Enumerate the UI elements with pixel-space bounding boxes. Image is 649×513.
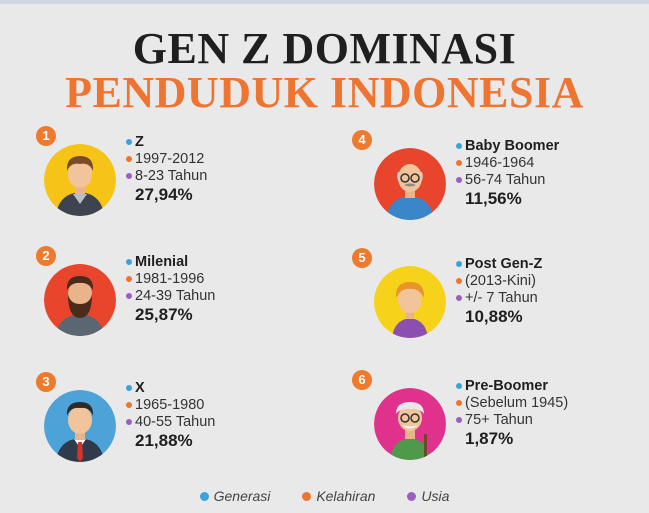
- kelahiran-dot: [456, 160, 462, 166]
- generation-name: Baby Boomer: [465, 138, 560, 154]
- generation-name: Z: [135, 134, 144, 150]
- age-range: 40-55 Tahun: [135, 414, 216, 430]
- legend-dot-usia: [407, 492, 417, 501]
- top-border: [0, 0, 649, 4]
- generation-name: X: [135, 380, 145, 396]
- usia-dot: [126, 173, 132, 179]
- age-range: 8-23 Tahun: [135, 168, 208, 184]
- age-range: +/- 7 Tahun: [465, 290, 538, 306]
- young-man-avatar-icon: [44, 144, 116, 216]
- legend-label-generasi: Generasi: [213, 488, 271, 504]
- legend-label-usia: Usia: [421, 488, 450, 504]
- generasi-dot: [126, 385, 132, 391]
- legend-item-generasi: Generasi: [199, 488, 271, 504]
- rank-badge: 6: [352, 370, 372, 390]
- rank-badge: 1: [36, 126, 56, 146]
- rank-badge: 4: [352, 130, 372, 150]
- usia-dot: [456, 177, 462, 183]
- birth-years: 1946-1964: [465, 155, 535, 171]
- generation-name: Pre-Boomer: [465, 378, 548, 394]
- kelahiran-dot: [126, 156, 132, 162]
- birth-years: 1997-2012: [135, 151, 205, 167]
- generasi-dot: [126, 139, 132, 145]
- kelahiran-dot: [126, 276, 132, 282]
- usia-dot: [456, 295, 462, 301]
- birth-years: (2013-Kini): [465, 273, 536, 289]
- generation-card-milenial: 2 Milenial 1981-1996 24-39 Tahun 25,87%: [36, 246, 296, 346]
- kelahiran-dot: [456, 400, 462, 406]
- legend-item-usia: Usia: [407, 488, 449, 504]
- age-range: 56-74 Tahun: [465, 172, 546, 188]
- generation-card-baby-boomer: 4 Baby Boomer 1946-1964 56-74 Tahun 11,5…: [352, 130, 612, 230]
- legend: Generasi Kelahiran Usia: [0, 488, 649, 504]
- kelahiran-dot: [456, 278, 462, 284]
- generation-card-pre-boomer: 6 Pre-Boomer (Sebelum 1945) 75+ Tahun 1,…: [352, 370, 612, 470]
- generasi-dot: [126, 259, 132, 265]
- legend-label-kelahiran: Kelahiran: [316, 488, 376, 504]
- legend-dot-kelahiran: [302, 492, 312, 501]
- generation-name: Milenial: [135, 254, 189, 270]
- usia-dot: [126, 293, 132, 299]
- businessman-avatar-icon: [44, 390, 116, 462]
- generasi-dot: [456, 261, 462, 267]
- birth-years: (Sebelum 1945): [465, 395, 569, 411]
- title-line-1: GEN Z DOMINASI: [132, 24, 517, 73]
- legend-item-kelahiran: Kelahiran: [302, 488, 375, 504]
- usia-dot: [126, 419, 132, 425]
- child-avatar-icon: [374, 266, 446, 338]
- birth-years: 1981-1996: [135, 271, 205, 287]
- population-percent: 10,88%: [465, 307, 523, 326]
- generation-card-post-gen-z: 5 Post Gen-Z (2013-Kini) +/- 7 Tahun 10,…: [352, 248, 612, 348]
- elderly-man-avatar-icon: [374, 388, 446, 460]
- population-percent: 21,88%: [135, 431, 193, 450]
- age-range: 75+ Tahun: [465, 412, 533, 428]
- bearded-man-avatar-icon: [44, 264, 116, 336]
- population-percent: 11,56%: [465, 189, 522, 208]
- rank-badge: 3: [36, 372, 56, 392]
- legend-dot-generasi: [199, 492, 209, 501]
- rank-badge: 2: [36, 246, 56, 266]
- usia-dot: [456, 417, 462, 423]
- population-percent: 27,94%: [135, 185, 193, 204]
- age-range: 24-39 Tahun: [135, 288, 216, 304]
- kelahiran-dot: [126, 402, 132, 408]
- generation-name: Post Gen-Z: [465, 256, 543, 272]
- population-percent: 1,87%: [465, 429, 514, 448]
- generasi-dot: [456, 383, 462, 389]
- rank-badge: 5: [352, 248, 372, 268]
- population-percent: 25,87%: [135, 305, 193, 324]
- birth-years: 1965-1980: [135, 397, 205, 413]
- old-man-avatar-icon: [374, 148, 446, 220]
- generation-card-x: 3 X 1965-1980 40-55 Tahun 21,88%: [36, 372, 296, 472]
- generasi-dot: [456, 143, 462, 149]
- title-line-2: PENDUDUK INDONESIA: [65, 68, 584, 117]
- generation-card-z: 1 Z 1997-2012 8-23 Tahun 27,94%: [36, 126, 296, 226]
